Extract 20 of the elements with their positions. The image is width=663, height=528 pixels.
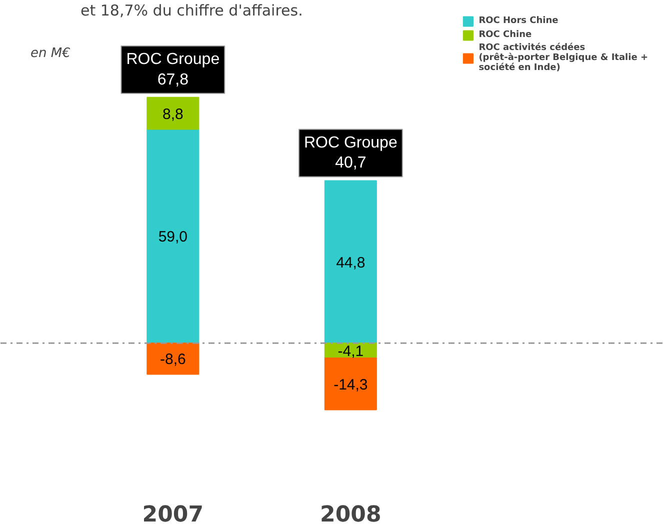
bar	[146, 342, 200, 375]
legend-label: ROC Hors Chine	[478, 15, 558, 27]
x-tick-label: 2008	[320, 502, 382, 528]
data-label: -8,6	[160, 351, 186, 368]
x-tick-label: 2007	[142, 502, 204, 528]
text: et 18,7% du chiffre d'affaires.	[80, 2, 303, 20]
data-label: 8,8	[162, 106, 184, 123]
data-label: 59,0	[158, 228, 188, 246]
total-label: ROC Groupe 40,7	[304, 134, 398, 172]
total-label: ROC Groupe 67,8	[126, 50, 220, 88]
legend-label: ROC activités cédées (prêt-à-porter Belgique & Italie + société en Inde)	[478, 43, 648, 73]
bar	[324, 357, 377, 410]
text: en M€	[30, 46, 70, 61]
data-label: -4,1	[338, 343, 364, 360]
bar	[146, 96, 200, 130]
legend-label: ROC Chine	[478, 29, 532, 41]
bar	[146, 128, 200, 344]
data-label: -14,3	[334, 376, 368, 394]
bar	[324, 180, 377, 344]
data-label: 44,8	[336, 254, 366, 272]
